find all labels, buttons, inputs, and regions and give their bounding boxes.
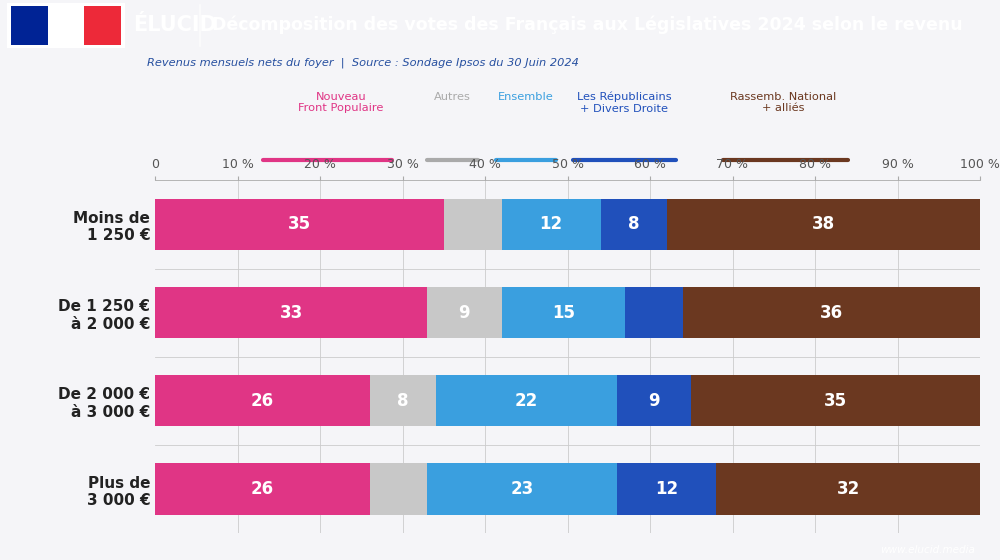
Bar — [427, 464, 617, 515]
Text: 22: 22 — [515, 392, 538, 410]
Text: 26: 26 — [251, 392, 274, 410]
Bar — [84, 6, 121, 45]
Bar — [625, 287, 683, 338]
Bar — [600, 199, 666, 250]
Text: Ensemble: Ensemble — [498, 92, 553, 102]
Text: 26: 26 — [251, 480, 274, 498]
Bar — [617, 375, 691, 426]
Bar — [7, 3, 125, 48]
Text: 9: 9 — [648, 392, 660, 410]
Text: 35: 35 — [288, 216, 311, 234]
Bar — [155, 464, 370, 515]
Bar — [11, 6, 48, 45]
Text: 8: 8 — [397, 392, 408, 410]
Bar — [155, 199, 444, 250]
Text: 36: 36 — [820, 304, 843, 321]
Bar — [155, 287, 427, 338]
Text: 32: 32 — [836, 480, 860, 498]
Bar — [691, 375, 980, 426]
Bar — [666, 199, 980, 250]
Bar — [683, 287, 980, 338]
Text: 9: 9 — [459, 304, 470, 321]
Text: ÉLUCID: ÉLUCID — [133, 15, 217, 35]
Text: Rassemb. National
+ alliés: Rassemb. National + alliés — [730, 92, 837, 114]
Bar — [370, 464, 427, 515]
Text: Revenus mensuels nets du foyer  |  Source : Sondage Ipsos du 30 Juin 2024: Revenus mensuels nets du foyer | Source … — [147, 58, 579, 68]
Text: Autres: Autres — [434, 92, 471, 102]
Bar — [436, 375, 617, 426]
Bar — [617, 464, 716, 515]
Text: Décomposition des votes des Français aux Législatives 2024 selon le revenu: Décomposition des votes des Français aux… — [212, 16, 963, 34]
Text: 33: 33 — [280, 304, 303, 321]
Text: 12: 12 — [655, 480, 678, 498]
Text: Nouveau
Front Populaire: Nouveau Front Populaire — [298, 92, 383, 114]
Text: 38: 38 — [812, 216, 835, 234]
Text: 35: 35 — [824, 392, 847, 410]
Bar — [502, 287, 625, 338]
Bar — [427, 287, 502, 338]
Text: 12: 12 — [539, 216, 563, 234]
Text: 15: 15 — [552, 304, 575, 321]
Text: Les Républicains
+ Divers Droite: Les Républicains + Divers Droite — [577, 92, 672, 114]
Bar — [48, 6, 84, 45]
Bar — [716, 464, 980, 515]
Text: www.elucid.media: www.elucid.media — [880, 545, 975, 556]
Bar — [444, 199, 502, 250]
Text: 8: 8 — [628, 216, 639, 234]
Text: 23: 23 — [511, 480, 534, 498]
Bar — [370, 375, 436, 426]
Bar — [502, 199, 600, 250]
Bar — [155, 375, 370, 426]
